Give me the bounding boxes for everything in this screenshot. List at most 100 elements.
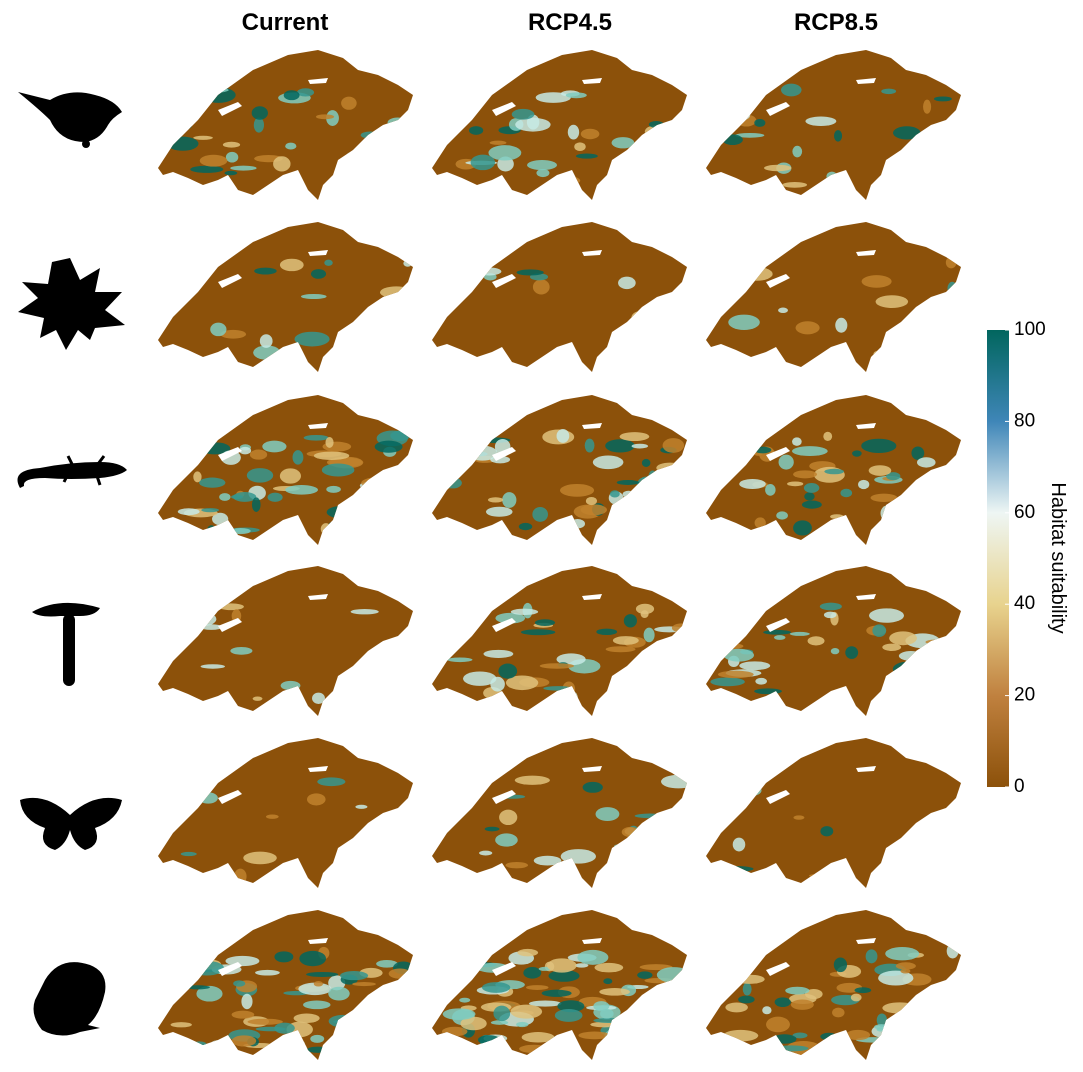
habitat-patch [252, 497, 261, 512]
species-icons [18, 92, 128, 1036]
habitat-patch [645, 125, 667, 137]
habitat-patch [899, 651, 923, 661]
habitat-patch [603, 182, 628, 190]
habitat-patch [931, 166, 965, 173]
habitat-patch [610, 701, 631, 706]
habitat-patch [280, 468, 301, 483]
habitat-patch [347, 505, 377, 517]
habitat-patch [310, 1035, 324, 1043]
map-base [706, 222, 961, 372]
habitat-patch [725, 1002, 748, 1012]
habitat-patch [612, 137, 635, 148]
habitat-patch [285, 485, 318, 495]
habitat-patch [443, 1008, 476, 1020]
habitat-patch [396, 321, 411, 328]
habitat-patch [477, 268, 502, 276]
habitat-patch [521, 629, 555, 635]
habitat-patch [820, 1033, 837, 1040]
habitat-patch [605, 439, 635, 452]
habitat-patch [347, 152, 359, 159]
map-panel [158, 910, 420, 1060]
habitat-patch [547, 958, 577, 972]
colorbar-tick-label: 80 [1014, 410, 1035, 431]
habitat-patch [754, 119, 765, 127]
habitat-patch [512, 109, 535, 120]
habitat-patch [605, 525, 627, 530]
habitat-patch [776, 511, 788, 519]
habitat-patch [934, 823, 942, 836]
habitat-patch [346, 1041, 378, 1052]
habitat-patch [201, 508, 219, 512]
habitat-patch [578, 1032, 610, 1040]
habitat-patch [190, 961, 225, 976]
habitat-patch [341, 97, 357, 110]
habitat-patch [199, 478, 225, 488]
habitat-patch [306, 972, 338, 977]
habitat-patch [923, 100, 931, 114]
habitat-patch [490, 141, 507, 145]
habitat-patch [831, 648, 840, 654]
habitat-patch [855, 987, 872, 993]
habitat-patch [648, 653, 677, 661]
habitat-patch [581, 504, 607, 515]
habitat-patch [764, 165, 791, 171]
habitat-patch [632, 1023, 659, 1039]
habitat-patch [663, 438, 685, 453]
habitat-patch [307, 793, 326, 805]
habitat-patch [637, 971, 652, 978]
habitat-patch [540, 663, 574, 668]
habitat-patch [729, 433, 762, 449]
colorbar-label: Habitat suitability [1047, 482, 1069, 633]
habitat-patch [380, 286, 413, 298]
habitat-patch [846, 1030, 870, 1040]
habitat-patch [593, 455, 624, 469]
habitat-patch [498, 664, 517, 679]
habitat-patch [167, 121, 191, 130]
habitat-patch [358, 517, 389, 530]
habitat-patch [903, 865, 918, 880]
habitat-patch [231, 495, 243, 499]
habitat-patch [553, 176, 580, 186]
habitat-patch [303, 1001, 330, 1010]
habitat-patch [233, 980, 245, 986]
habitat-patch [479, 851, 492, 856]
habitat-patch [241, 994, 252, 1010]
habitat-patch [779, 455, 794, 470]
habitat-patch [200, 155, 228, 167]
map-base [432, 395, 687, 545]
habitat-patch [280, 1039, 305, 1049]
habitat-patch [196, 430, 209, 443]
habitat-patch [297, 88, 314, 96]
habitat-patch [785, 987, 809, 995]
habitat-patch [936, 503, 970, 515]
habitat-patch [483, 650, 513, 658]
habitat-patch [459, 998, 470, 1003]
map-panel [706, 738, 961, 888]
habitat-patch [296, 1043, 306, 1051]
habitat-patch [792, 146, 802, 158]
column-title: RCP8.5 [794, 9, 878, 36]
figure: Current RCP4.5 RCP8.5 Habitat suitabilit… [0, 0, 1083, 1067]
habitat-patch [657, 506, 676, 516]
habitat-patch [232, 1011, 255, 1019]
habitat-patch [262, 441, 286, 453]
habitat-patch [728, 315, 760, 330]
habitat-patch [762, 1006, 771, 1014]
habitat-patch [755, 517, 766, 528]
habitat-patch [291, 529, 299, 539]
habitat-patch [450, 944, 480, 959]
habitat-patch [826, 172, 837, 182]
habitat-patch [939, 667, 948, 671]
habitat-patch [189, 612, 216, 626]
habitat-patch [718, 866, 754, 872]
habitat-patch [478, 1035, 500, 1045]
habitat-patch [266, 814, 279, 818]
habitat-patch [881, 89, 896, 94]
habitat-patch [782, 182, 807, 188]
habitat-patch [620, 432, 650, 441]
habitat-patch [763, 630, 791, 635]
habitat-patch [230, 528, 250, 534]
habitat-patch [173, 270, 190, 280]
habitat-patch [372, 672, 408, 683]
habitat-patch [324, 260, 333, 266]
